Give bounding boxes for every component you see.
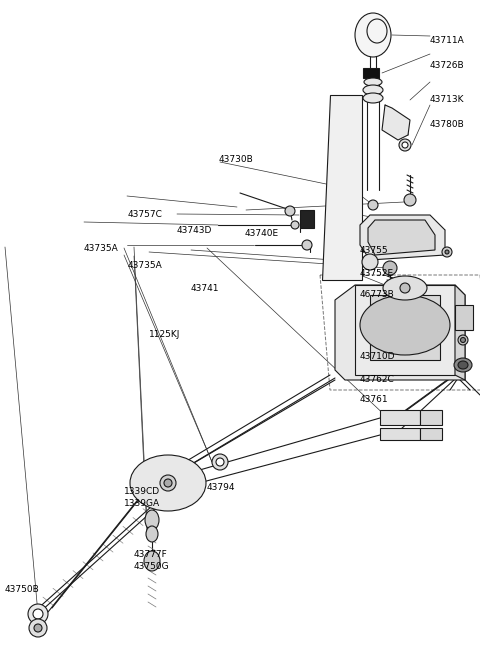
Polygon shape bbox=[382, 105, 410, 140]
Text: 43761: 43761 bbox=[360, 395, 389, 404]
Polygon shape bbox=[322, 95, 362, 280]
Polygon shape bbox=[368, 220, 435, 255]
Text: 43794: 43794 bbox=[206, 483, 235, 493]
Circle shape bbox=[212, 454, 228, 470]
Ellipse shape bbox=[363, 93, 383, 103]
Text: 43752E: 43752E bbox=[360, 269, 394, 278]
Ellipse shape bbox=[145, 510, 159, 530]
Text: 1339CD: 1339CD bbox=[124, 487, 160, 496]
Text: 1339GA: 1339GA bbox=[124, 498, 160, 508]
Circle shape bbox=[402, 142, 408, 148]
Text: 43780B: 43780B bbox=[430, 120, 464, 129]
Text: 43743D: 43743D bbox=[177, 226, 212, 235]
Ellipse shape bbox=[144, 551, 160, 571]
Circle shape bbox=[458, 335, 468, 345]
Polygon shape bbox=[455, 285, 465, 380]
Text: 1125KJ: 1125KJ bbox=[149, 329, 180, 339]
Circle shape bbox=[362, 254, 378, 270]
Polygon shape bbox=[360, 215, 445, 260]
Text: 46773B: 46773B bbox=[360, 290, 395, 299]
Text: 43740E: 43740E bbox=[245, 229, 279, 238]
Circle shape bbox=[28, 604, 48, 624]
Polygon shape bbox=[370, 295, 440, 360]
Text: 43711A: 43711A bbox=[430, 36, 464, 45]
Bar bbox=[380, 410, 420, 425]
Text: 43762C: 43762C bbox=[360, 375, 395, 384]
Circle shape bbox=[164, 479, 172, 487]
Circle shape bbox=[33, 609, 43, 619]
Ellipse shape bbox=[454, 358, 472, 372]
Circle shape bbox=[34, 624, 42, 632]
Polygon shape bbox=[355, 285, 455, 375]
Polygon shape bbox=[335, 285, 465, 380]
Bar bbox=[380, 428, 420, 440]
Circle shape bbox=[216, 458, 224, 466]
Circle shape bbox=[445, 250, 449, 254]
Text: 43777F: 43777F bbox=[133, 550, 167, 559]
Bar bbox=[420, 428, 442, 440]
Bar bbox=[455, 305, 473, 330]
Bar bbox=[300, 210, 314, 228]
Ellipse shape bbox=[146, 526, 158, 542]
Circle shape bbox=[29, 619, 47, 637]
Ellipse shape bbox=[383, 276, 427, 300]
Circle shape bbox=[368, 200, 378, 210]
Ellipse shape bbox=[130, 455, 206, 511]
Ellipse shape bbox=[363, 85, 383, 95]
Text: 43750B: 43750B bbox=[5, 585, 39, 594]
Text: 43730B: 43730B bbox=[218, 155, 253, 164]
Circle shape bbox=[442, 247, 452, 257]
Text: 43735A: 43735A bbox=[84, 244, 119, 253]
Circle shape bbox=[404, 194, 416, 206]
Bar bbox=[363, 68, 379, 78]
Text: 43755: 43755 bbox=[360, 246, 389, 255]
Text: 43710D: 43710D bbox=[360, 352, 396, 362]
Text: 43726B: 43726B bbox=[430, 61, 464, 70]
Text: 43741: 43741 bbox=[191, 284, 219, 293]
Text: 43757C: 43757C bbox=[127, 210, 162, 219]
Circle shape bbox=[399, 139, 411, 151]
Circle shape bbox=[383, 261, 397, 275]
Circle shape bbox=[160, 475, 176, 491]
Circle shape bbox=[285, 206, 295, 216]
Circle shape bbox=[291, 221, 299, 229]
Ellipse shape bbox=[355, 13, 391, 57]
Circle shape bbox=[460, 337, 466, 343]
Ellipse shape bbox=[458, 361, 468, 369]
Circle shape bbox=[400, 283, 410, 293]
Text: 43750G: 43750G bbox=[133, 562, 169, 571]
Text: 43735A: 43735A bbox=[127, 261, 162, 271]
Bar bbox=[420, 410, 442, 425]
Ellipse shape bbox=[364, 78, 382, 86]
Circle shape bbox=[302, 240, 312, 250]
Ellipse shape bbox=[360, 295, 450, 355]
Text: 43713K: 43713K bbox=[430, 95, 464, 104]
